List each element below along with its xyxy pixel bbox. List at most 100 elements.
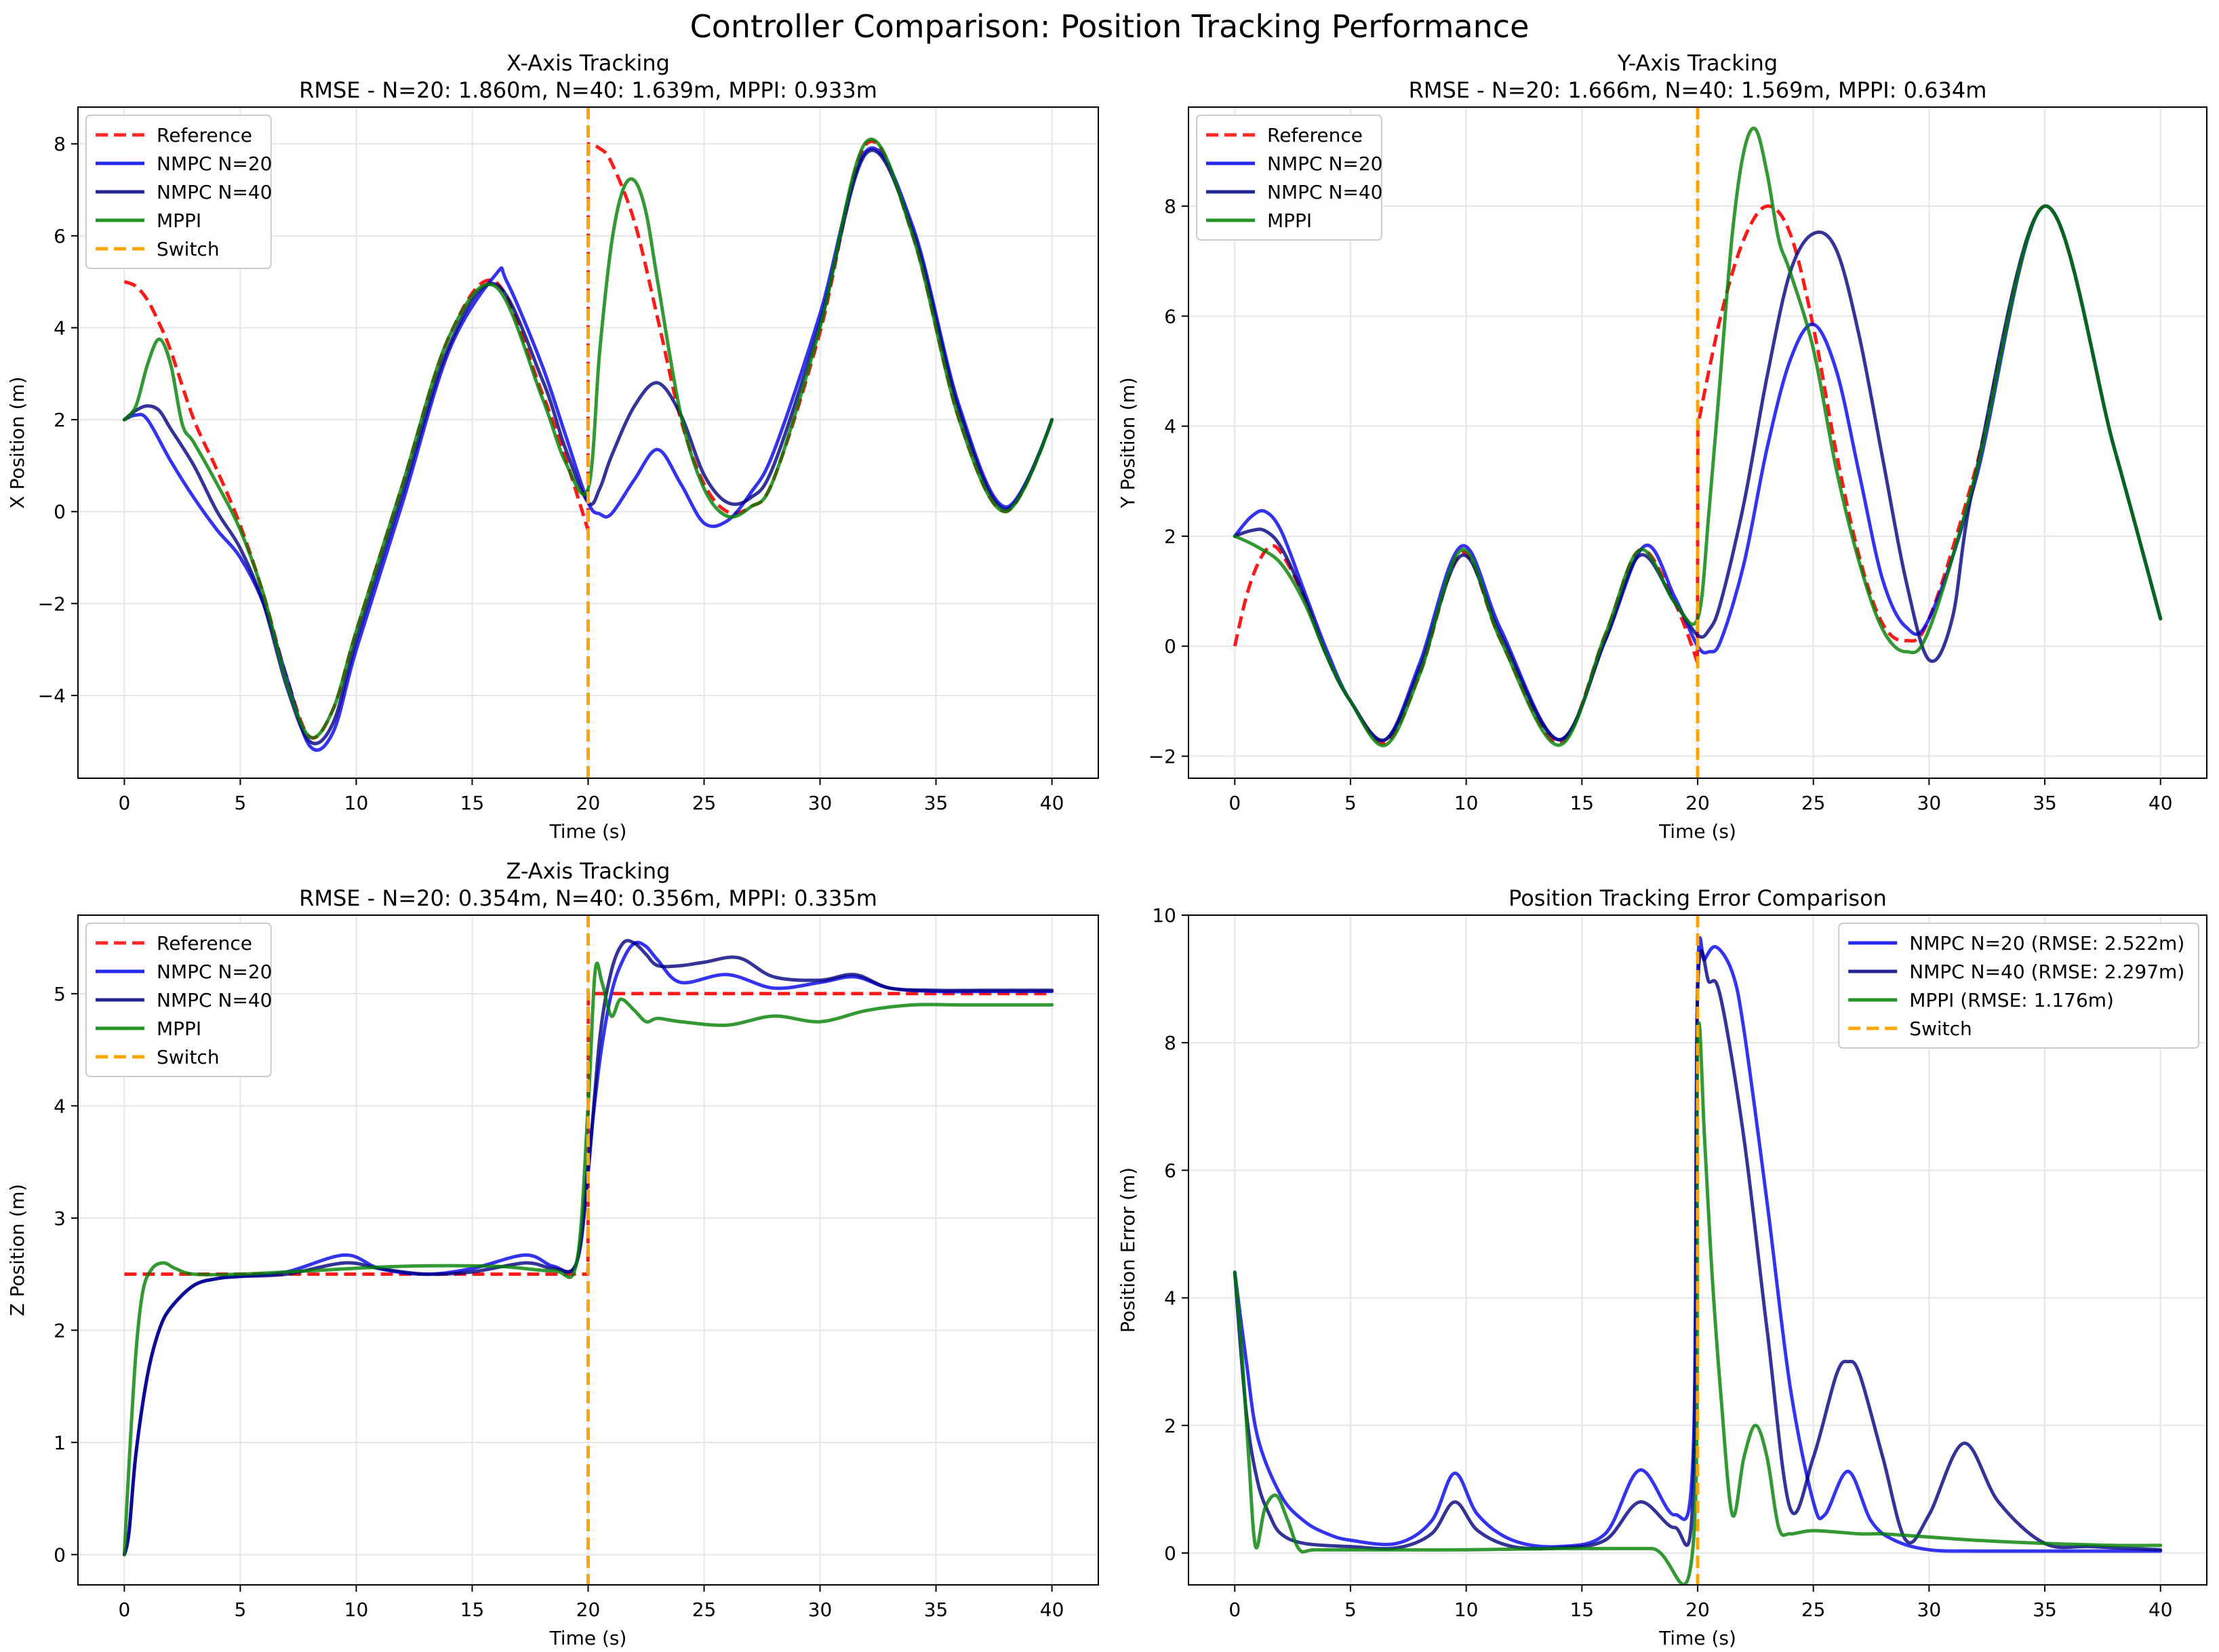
series-line-mppi <box>122 138 1054 740</box>
legend-box <box>85 923 272 1077</box>
y-tick-label: 8 <box>54 133 66 155</box>
chart-x-panel: 0 5 10 15 20 25 30 35 40 −4 −2 0 2 4 6 8 Time (s) X Posit… <box>6 50 1099 843</box>
y-tick-label: 6 <box>54 225 66 247</box>
x-tick-label: 35 <box>924 1598 948 1621</box>
y-axis-label: X Position (m) <box>6 376 28 508</box>
x-tick-label: 35 <box>2033 1598 2057 1621</box>
legend-label: MPPI <box>157 209 201 232</box>
y-tick-label: −2 <box>38 592 66 615</box>
legend-label: Switch <box>1909 1018 1972 1040</box>
y-tick-label: 4 <box>54 1095 66 1117</box>
x-tick-label: 5 <box>1344 1598 1357 1621</box>
x-tick-label: 25 <box>692 792 717 814</box>
legend-label: NMPC N=20 <box>157 153 272 175</box>
y-tick-label: 1 <box>54 1432 66 1454</box>
legend-label: Reference <box>1267 124 1363 146</box>
x-tick-label: 15 <box>460 1598 485 1621</box>
x-tick-label: 25 <box>692 1598 717 1621</box>
y-tick-label: −4 <box>38 685 66 707</box>
series-line-nmpc40 <box>122 148 1054 746</box>
x-tick-label: 20 <box>1685 792 1710 814</box>
y-tick-label: 0 <box>1164 1542 1176 1565</box>
x-tick-label: 35 <box>924 792 948 814</box>
x-tick-label: 0 <box>118 1598 130 1621</box>
legend-label: Reference <box>157 124 252 146</box>
legend-label: NMPC N=20 <box>1267 153 1382 175</box>
x-tick-label: 40 <box>2148 1598 2173 1621</box>
legend-box <box>1838 923 2199 1049</box>
series-line-nmpc40 <box>1233 949 2163 1552</box>
chart-err-panel: 0 5 10 15 20 25 30 35 40 0 2 4 6 8 10 Time (s) Position … <box>1117 885 2207 1649</box>
legend-label: Switch <box>157 238 220 260</box>
y-tick-label: 4 <box>54 317 66 339</box>
legend-label: MPPI <box>1267 209 1312 232</box>
y-tick-label: 10 <box>1152 904 1176 927</box>
x-tick-label: 15 <box>1570 792 1594 814</box>
legend-label: NMPC N=40 <box>157 989 272 1011</box>
x-tick-label: 0 <box>1228 1598 1241 1621</box>
y-tick-label: 0 <box>1164 635 1176 658</box>
y-axis-label: Y Position (m) <box>1117 377 1139 508</box>
legend-box <box>1196 115 1382 241</box>
x-tick-label: 30 <box>1917 792 1942 814</box>
legend-label: NMPC N=20 (RMSE: 2.522m) <box>1909 932 2184 954</box>
x-tick-label: 20 <box>576 792 601 814</box>
y-axis-label: Position Error (m) <box>1117 1167 1139 1333</box>
x-axis-label: Time (s) <box>1658 820 1736 843</box>
y-tick-label: 0 <box>54 501 66 523</box>
legend: Reference NMPC N=20 NMPC N=40 MPPI <box>1196 115 1382 241</box>
x-tick-label: 35 <box>2033 792 2057 814</box>
x-tick-label: 10 <box>344 792 369 814</box>
x-tick-label: 30 <box>808 1598 833 1621</box>
x-tick-label: 20 <box>576 1598 601 1621</box>
x-tick-label: 40 <box>1040 1598 1064 1621</box>
chart-title: Position Tracking Error Comparison <box>1508 885 1887 911</box>
x-tick-label: 30 <box>1917 1598 1942 1621</box>
x-tick-label: 40 <box>1040 792 1064 814</box>
x-tick-label: 10 <box>1454 792 1479 814</box>
x-axis-label: Time (s) <box>549 1627 627 1649</box>
y-tick-label: 2 <box>1164 1415 1176 1437</box>
x-tick-label: 25 <box>1801 792 1826 814</box>
x-tick-label: 5 <box>235 1598 247 1621</box>
legend: Reference NMPC N=20 NMPC N=40 MPPI Switch <box>85 115 272 269</box>
y-tick-label: 6 <box>1164 1159 1176 1182</box>
x-tick-label: 10 <box>1454 1598 1479 1621</box>
legend-label: Reference <box>157 932 252 954</box>
x-tick-label: 25 <box>1801 1598 1826 1621</box>
series-line-nmpc40 <box>122 939 1054 1556</box>
x-tick-label: 5 <box>235 792 247 814</box>
x-tick-label: 5 <box>1344 792 1357 814</box>
legend-label: MPPI <box>157 1018 201 1040</box>
legend-label: NMPC N=20 <box>157 961 272 983</box>
y-tick-label: −2 <box>1148 746 1176 768</box>
legend: NMPC N=20 (RMSE: 2.522m) NMPC N=40 (RMSE:… <box>1838 923 2199 1049</box>
legend: Reference NMPC N=20 NMPC N=40 MPPI Switch <box>85 923 272 1077</box>
y-axis-label: Z Position (m) <box>6 1184 28 1316</box>
series-line-mppi <box>1233 126 2163 748</box>
series-line-nmpc40 <box>1233 204 2163 742</box>
y-tick-label: 2 <box>1164 525 1176 548</box>
legend-label: NMPC N=40 <box>157 181 272 203</box>
y-tick-label: 4 <box>1164 416 1176 438</box>
x-axis-label: Time (s) <box>549 820 627 843</box>
chart-subtitle: RMSE - N=20: 1.666m, N=40: 1.569m, MPPI:… <box>1409 77 1987 103</box>
x-tick-label: 40 <box>2148 792 2173 814</box>
x-tick-label: 15 <box>460 792 485 814</box>
y-tick-label: 8 <box>1164 1032 1176 1054</box>
x-axis-label: Time (s) <box>1658 1627 1736 1649</box>
chart-title: Y-Axis Tracking <box>1617 50 1778 76</box>
legend-label: NMPC N=40 <box>1267 181 1382 203</box>
figure-title: Controller Comparison: Position Tracking… <box>689 8 1530 45</box>
y-tick-label: 2 <box>54 409 66 431</box>
x-tick-label: 0 <box>118 792 130 814</box>
series-line-mppi <box>1233 1021 2163 1585</box>
y-tick-label: 4 <box>1164 1287 1176 1310</box>
y-tick-label: 2 <box>54 1319 66 1342</box>
y-tick-label: 8 <box>1164 195 1176 218</box>
x-tick-label: 15 <box>1570 1598 1594 1621</box>
legend-label: MPPI (RMSE: 1.176m) <box>1909 989 2114 1011</box>
chart-title: Z-Axis Tracking <box>506 858 671 884</box>
y-tick-label: 0 <box>54 1544 66 1566</box>
